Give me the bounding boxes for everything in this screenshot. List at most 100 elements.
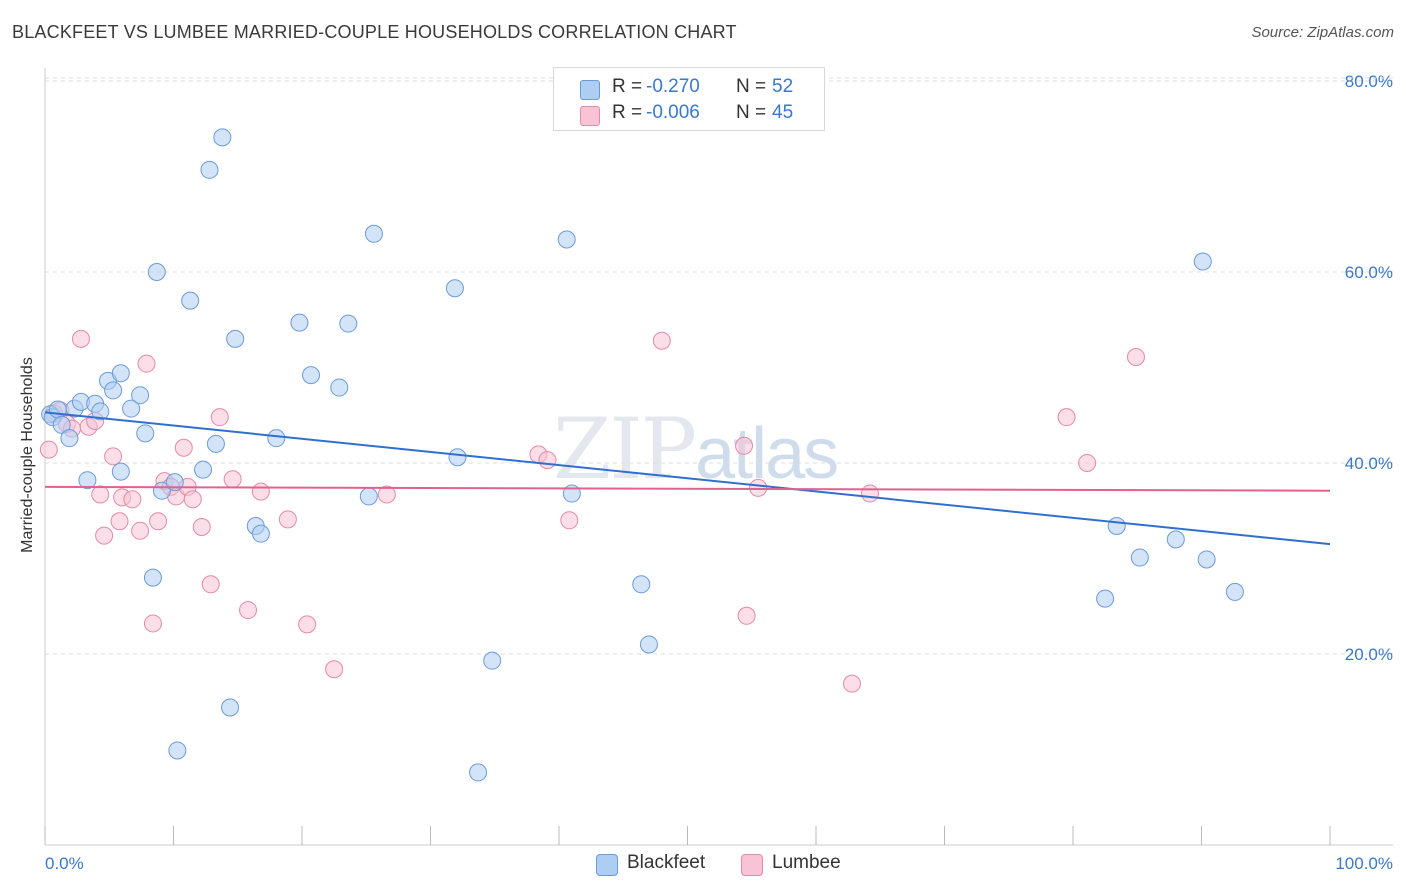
lumbee-trend-line [44, 485, 1331, 492]
blackfeet-point [226, 329, 245, 348]
r-label: R = [612, 76, 643, 97]
blackfeet-point [60, 429, 79, 448]
blackfeet-point [48, 400, 67, 419]
n-value: 52 [772, 76, 794, 97]
stats-row-lumbee: R = -0.006 N = 45 [554, 102, 824, 128]
lumbee-point [39, 440, 58, 459]
n-label: N = [736, 76, 767, 97]
y-tick-label: 80.0% [1345, 72, 1393, 91]
blackfeet-point [136, 424, 155, 443]
lumbee-point [123, 490, 142, 509]
blackfeet-point [267, 429, 286, 448]
blackfeet-point [1197, 550, 1216, 569]
legend-label-lumbee: Lumbee [772, 852, 841, 873]
r-value: -0.006 [646, 102, 700, 123]
blackfeet-point [111, 364, 130, 383]
blackfeet-point [200, 160, 219, 179]
blackfeet-trend-line [44, 411, 1331, 546]
blackfeet-point [52, 415, 71, 434]
stats-legend: R = -0.270 N = 52 R = -0.006 N = 45 [553, 67, 825, 131]
lumbee-point [735, 436, 754, 455]
blackfeet-point [1130, 548, 1149, 567]
r-label: R = [612, 102, 643, 123]
blackfeet-point [1096, 589, 1115, 608]
blackfeet-point [1107, 517, 1126, 536]
n-label: N = [736, 102, 767, 123]
blackfeet-point [122, 399, 141, 418]
lumbee-point [1057, 408, 1076, 427]
blackfeet-point [143, 568, 162, 587]
x-tick-label: 100.0% [1335, 854, 1393, 873]
r-value: -0.270 [646, 76, 700, 97]
blackfeet-point [469, 763, 488, 782]
lumbee-point [1078, 454, 1097, 472]
blackfeet-point [91, 402, 110, 421]
lumbee-point [251, 482, 270, 501]
lumbee-point [210, 408, 229, 427]
blackfeet-point [445, 279, 464, 298]
blackfeet-point [251, 524, 270, 543]
lumbee-point [842, 674, 861, 693]
blackfeet-point [78, 471, 97, 490]
blackfeet-point [364, 224, 383, 243]
lumbee-point [91, 485, 110, 504]
chart-title: BLACKFEET VS LUMBEE MARRIED-COUPLE HOUSE… [12, 22, 737, 42]
lumbee-point [192, 517, 211, 536]
lumbee-point [737, 606, 756, 625]
blackfeet-point [104, 381, 123, 400]
blackfeet-point [194, 460, 213, 479]
lumbee-point [538, 451, 557, 470]
blackfeet-point [111, 462, 130, 481]
blackfeet-point [301, 366, 320, 385]
lumbee-point [174, 438, 193, 457]
lumbee-point [131, 521, 150, 540]
y-tick-label: 40.0% [1345, 454, 1393, 473]
lumbee-point [860, 484, 879, 503]
blackfeet-point [359, 487, 378, 506]
blackfeet-point [1225, 582, 1244, 601]
n-value: 45 [772, 102, 794, 123]
blackfeet-point [206, 434, 225, 453]
blackfeet-point [330, 378, 349, 397]
blackfeet-point [639, 635, 658, 654]
blackfeet-point [1193, 252, 1212, 271]
stats-row-blackfeet: R = -0.270 N = 52 [554, 76, 824, 102]
y-tick-label: 20.0% [1345, 645, 1393, 664]
lumbee-point [749, 478, 768, 497]
lumbee-point [71, 329, 90, 348]
lumbee-point [143, 614, 162, 633]
lumbee-point [223, 470, 242, 489]
blackfeet-point [1166, 530, 1185, 549]
lumbee-point [652, 331, 671, 350]
lumbee-point [239, 601, 258, 620]
lumbee-point [278, 510, 297, 529]
lumbee-point [377, 485, 396, 504]
blackfeet-legend-swatch [596, 854, 618, 876]
lumbee-point [298, 615, 317, 634]
watermark-zip: ZIP [553, 400, 697, 498]
lumbee-point [201, 575, 220, 594]
lumbee-point [95, 526, 114, 545]
blackfeet-point [168, 741, 187, 760]
lumbee-legend-swatch [741, 854, 763, 876]
source-label: Source: ZipAtlas.com [1251, 24, 1394, 41]
blackfeet-swatch [580, 80, 600, 100]
lumbee-swatch [580, 106, 600, 126]
lumbee-point [183, 490, 202, 509]
blackfeet-point [131, 386, 150, 405]
x-tick-label: 0.0% [45, 854, 84, 873]
blackfeet-point [290, 313, 309, 332]
watermark: ZIPatlas [553, 400, 839, 498]
blackfeet-point [483, 651, 502, 670]
lumbee-point [560, 511, 579, 530]
blackfeet-point [213, 128, 232, 147]
blackfeet-point [221, 698, 240, 717]
lumbee-point [104, 447, 123, 466]
blackfeet-point [147, 263, 166, 281]
series-legend: Blackfeet Lumbee [0, 852, 1406, 878]
blackfeet-point [448, 448, 467, 467]
blackfeet-point [339, 314, 358, 333]
lumbee-point [1126, 347, 1145, 366]
blackfeet-point [632, 575, 651, 594]
